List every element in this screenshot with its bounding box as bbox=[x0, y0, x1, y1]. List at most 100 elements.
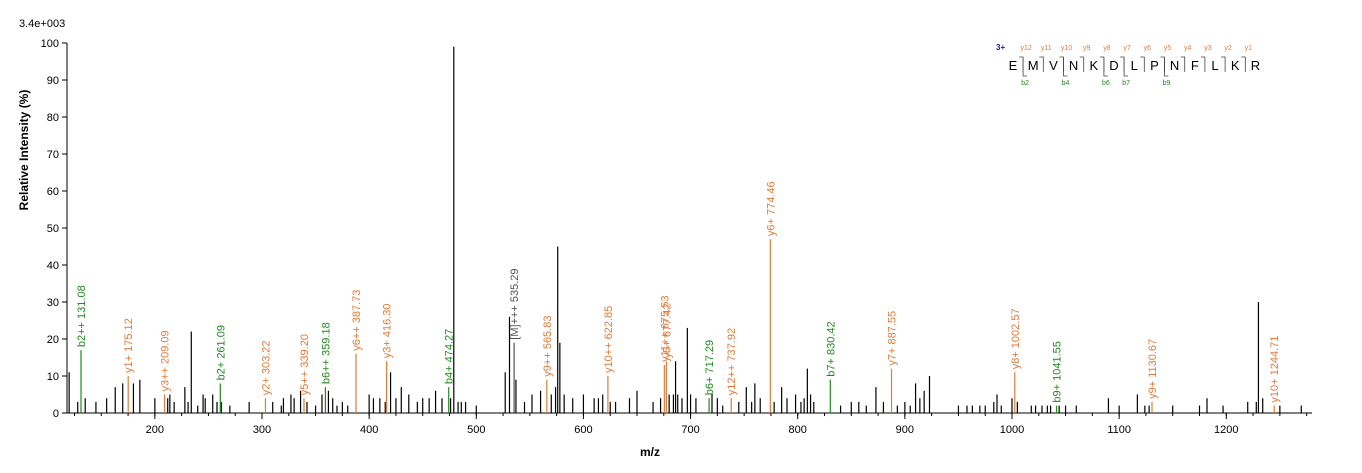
peak-label: b9+ 1041.55 bbox=[1052, 341, 1064, 402]
sequence-residue: N bbox=[1170, 58, 1179, 73]
x-axis-title: m/z bbox=[640, 445, 660, 459]
sequence-residue: L bbox=[1211, 58, 1218, 73]
y-ion-bracket bbox=[1059, 56, 1064, 72]
y-ion-bracket bbox=[1099, 56, 1105, 72]
x-tick-label: 800 bbox=[789, 424, 807, 436]
x-tick-label: 600 bbox=[574, 424, 592, 436]
peak-label: y5++ 339.20 bbox=[299, 334, 311, 395]
y-ion-bracket bbox=[1241, 56, 1246, 72]
peak-label: b4+ 474.27 bbox=[444, 329, 456, 384]
y-ion-label: y4 bbox=[1184, 45, 1192, 52]
y-ion-bracket bbox=[1039, 56, 1044, 72]
peak-label: y3+ 416.30 bbox=[382, 303, 394, 358]
y-tick-label: 30 bbox=[47, 297, 59, 309]
sequence-residue: K bbox=[1089, 58, 1098, 73]
peak-label: y3++ 209.09 bbox=[160, 330, 172, 391]
peak-label: y9++ 565.83 bbox=[542, 316, 554, 377]
x-tick-label: 1000 bbox=[1000, 424, 1024, 436]
y-ion-bracket bbox=[1079, 56, 1085, 72]
peak-label: y5+ 677.42 bbox=[661, 303, 673, 358]
y-ion-bracket bbox=[1120, 56, 1125, 72]
intensity-scale-label: 3.4e+003 bbox=[19, 18, 65, 30]
peak-label: y11++ 675.53 bbox=[659, 295, 671, 361]
b-ion-bracket bbox=[1164, 58, 1169, 77]
peak-label: [M]+++ 535.29 bbox=[509, 268, 521, 339]
x-tick-label: 700 bbox=[681, 424, 699, 436]
peak-label: y7+ 887.55 bbox=[887, 311, 899, 366]
y-tick-label: 20 bbox=[47, 334, 59, 346]
b-ion-bracket bbox=[1022, 58, 1028, 77]
x-tick-label: 1100 bbox=[1107, 424, 1131, 436]
y-ion-label: y11 bbox=[1041, 45, 1052, 52]
sequence-residue: V bbox=[1049, 58, 1058, 73]
sequence-residue: K bbox=[1231, 58, 1240, 73]
y-ion-bracket bbox=[1200, 56, 1206, 72]
peak-label: b6++ 359.18 bbox=[320, 322, 332, 384]
b-ion-label: b6 bbox=[1102, 80, 1110, 87]
y-tick-label: 70 bbox=[47, 149, 59, 161]
y-ion-bracket bbox=[1160, 56, 1165, 72]
y-ion-label: y12 bbox=[1020, 45, 1031, 52]
y-tick-label: 50 bbox=[47, 223, 59, 235]
peak-label: y8+ 1002.57 bbox=[1010, 308, 1022, 369]
x-tick-label: 300 bbox=[253, 424, 271, 436]
peak-label: y10++ 622.85 bbox=[603, 306, 615, 373]
b-ion-bracket bbox=[1063, 58, 1068, 77]
y-tick-label: 90 bbox=[47, 75, 59, 87]
x-tick-label: 900 bbox=[896, 424, 914, 436]
y-ion-label: y2 bbox=[1224, 45, 1232, 52]
peaks-layer bbox=[68, 46, 1302, 413]
y-ion-label: y10 bbox=[1061, 45, 1072, 52]
y-tick-label: 0 bbox=[53, 408, 59, 420]
b-ion-bracket bbox=[1123, 58, 1129, 77]
y-ion-bracket bbox=[1221, 56, 1226, 72]
peak-label: y9+ 1130.67 bbox=[1147, 339, 1159, 399]
x-tick-label: 200 bbox=[146, 424, 164, 436]
sequence-residue: F bbox=[1191, 58, 1199, 73]
axes: 0 10 20 30 40 50 60 70 80 90 100 200 300 400 500 600 700… bbox=[41, 38, 1312, 436]
y-tick-label: 10 bbox=[47, 371, 59, 383]
peak-label: y1+ 175.12 bbox=[123, 318, 135, 373]
y-tick-label: 80 bbox=[47, 112, 59, 124]
peak-label: y6+ 774.46 bbox=[765, 181, 777, 236]
y-ion-label: y7 bbox=[1123, 45, 1131, 52]
precursor-charge-label: 3+ bbox=[996, 43, 1005, 52]
b-ion-bracket bbox=[1103, 58, 1108, 77]
y-ion-bracket bbox=[1180, 56, 1186, 72]
y-ion-label: y5 bbox=[1164, 45, 1172, 52]
x-tick-label: 1200 bbox=[1214, 424, 1238, 436]
peak-label: y12++ 737.92 bbox=[726, 328, 738, 395]
b-ion-label: b2 bbox=[1021, 80, 1029, 87]
y-tick-label: 40 bbox=[47, 260, 59, 272]
sequence-residue: M bbox=[1028, 58, 1039, 73]
y-tick-label: 100 bbox=[41, 38, 59, 50]
b-ion-label: b7 bbox=[1122, 80, 1130, 87]
x-tick-label: 500 bbox=[467, 424, 485, 436]
peak-label: b6+ 717.29 bbox=[704, 340, 716, 395]
b-ion-label: b9 bbox=[1163, 80, 1171, 87]
y-ion-label: y6 bbox=[1144, 45, 1152, 52]
sequence-residue: L bbox=[1131, 58, 1138, 73]
x-tick-label: 400 bbox=[360, 424, 378, 436]
sequence-residue: R bbox=[1251, 58, 1260, 73]
peak-label: b2+ 261.09 bbox=[215, 325, 227, 380]
y-ion-bracket bbox=[1019, 56, 1024, 72]
sequence-residue: E bbox=[1009, 58, 1018, 73]
peak-label: b2++ 131.08 bbox=[76, 285, 88, 347]
peak-label: b7+ 830.42 bbox=[825, 321, 837, 376]
sequence-residue: P bbox=[1150, 58, 1159, 73]
peak-label: y10+ 1244.71 bbox=[1269, 336, 1281, 403]
y-ion-label: y3 bbox=[1204, 45, 1212, 52]
b-ion-label: b4 bbox=[1062, 80, 1070, 87]
sequence-residue: N bbox=[1069, 58, 1078, 73]
y-ion-label: y9 bbox=[1083, 45, 1091, 52]
y-ion-label: y8 bbox=[1103, 45, 1111, 52]
peak-label: y6++ 387.73 bbox=[351, 290, 363, 351]
y-ion-bracket bbox=[1140, 56, 1145, 72]
y-tick-label: 60 bbox=[47, 186, 59, 198]
y-axis-title: Relative Intensity (%) bbox=[17, 90, 31, 211]
y-ion-label: y1 bbox=[1245, 45, 1253, 52]
sequence-residue: D bbox=[1109, 58, 1118, 73]
